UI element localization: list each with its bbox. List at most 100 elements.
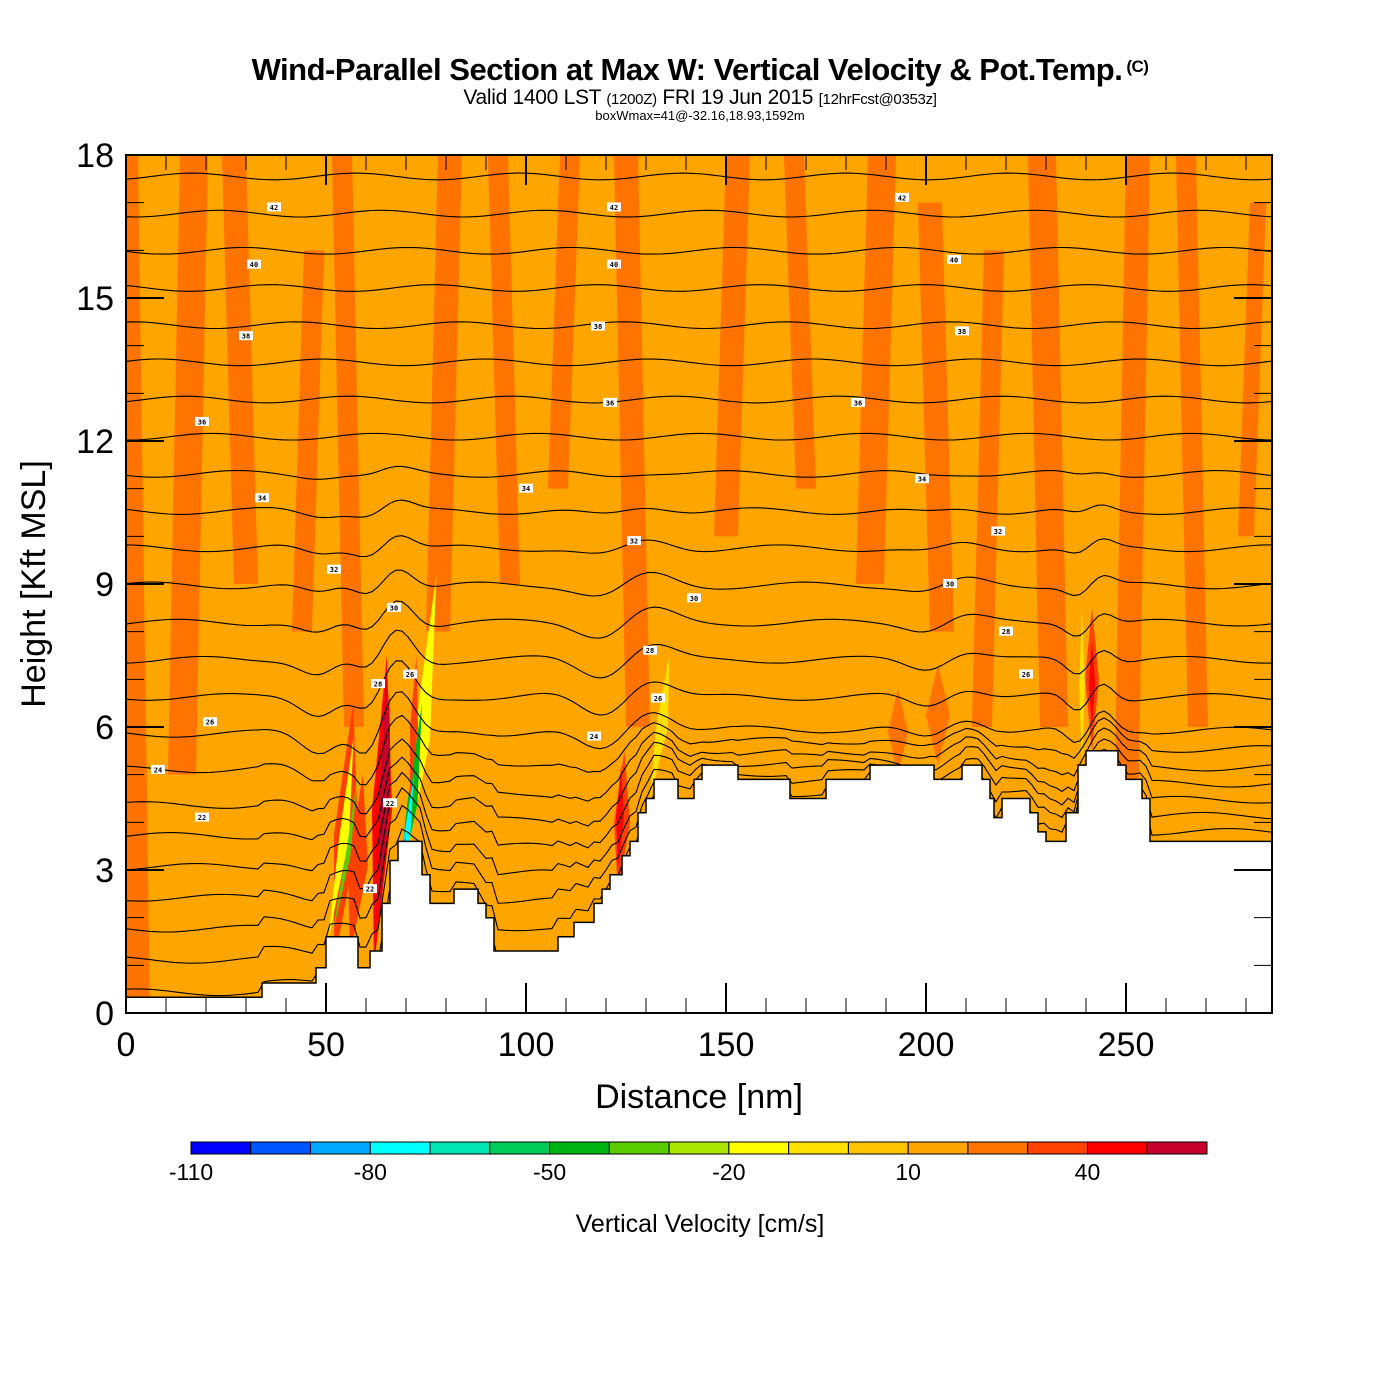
ascent-streak [1114,155,1150,823]
contour-label-text: 30 [390,604,398,612]
colorbar-segment [907,1141,969,1155]
contour-label: 22 [363,884,377,894]
colorbar-tick-label: 40 [1075,1159,1101,1185]
contour-label: 40 [247,259,261,269]
contour-label: 22 [383,798,397,808]
contour-label-bg [915,474,929,484]
ascent-streak [548,155,580,489]
contour-label-text: 38 [242,333,250,341]
contour-label-bg [255,493,269,503]
ascent-streak [292,250,324,632]
contour-label: 22 [195,812,209,822]
contour-label: 42 [895,192,909,202]
isentrope-33 [126,535,1272,558]
ascent-streak [488,155,520,584]
colorbar-segment [967,1141,1029,1155]
contour-label-text: 24 [590,733,598,741]
contour-label-text: 40 [610,261,618,269]
y-tick-label: 9 [95,566,114,604]
contour-label: 30 [387,602,401,612]
contour-label-bg [603,397,617,407]
contour-label: 28 [643,645,657,655]
contour-label: 26 [403,669,417,679]
ascent-streak [918,202,954,632]
contour-label-text: 36 [198,418,206,426]
colorbar-segment [1146,1141,1208,1155]
ascent-streak [1238,202,1266,537]
contour-label-text: 42 [270,204,278,212]
isentrope-41 [126,246,1272,255]
contour-label-bg [651,693,665,703]
y-tick-label: 6 [95,709,114,747]
colorbar-title: Vertical Velocity [cm/s] [576,1210,825,1238]
contour-label-text: 32 [630,538,638,546]
contour-label-text: 34 [258,495,266,503]
contour-label-text: 26 [206,719,214,727]
subtitle-utc: (1200Z) [606,91,657,108]
contour-label-bg [851,397,865,407]
contour-label-text: 28 [1002,628,1010,636]
x-tick-label: 100 [498,1026,555,1064]
isentrope-27 [126,714,1272,786]
y-tick-label: 0 [95,995,114,1033]
ascent-streak [614,155,650,727]
contour-label-text: 32 [330,566,338,574]
colorbar-segment [250,1141,312,1155]
x-tick-label: 200 [898,1026,955,1064]
sink-band [1079,607,1085,766]
isentrope-34 [126,499,1272,519]
chart-title: Wind-Parallel Section at Max W: Vertical… [0,52,1400,88]
contour-label-text: 42 [898,194,906,202]
colorbar-segment [489,1141,551,1155]
ascent-streak [856,155,896,584]
colorbar-segment [847,1141,909,1155]
contour-label-text: 28 [374,681,382,689]
colorbar-tick-label: 10 [895,1159,921,1185]
contour-label-text: 40 [250,261,258,269]
contour-label: 42 [267,202,281,212]
contour-label-bg [607,259,621,269]
colorbar-segment [310,1141,371,1155]
contour-label-text: 38 [594,323,602,331]
contour-label-bg [403,669,417,679]
isentrope-31 [126,600,1272,639]
colorbar-tick-label: -110 [169,1159,213,1185]
contour-label-text: 22 [386,800,394,808]
colorbar-segment [728,1141,790,1155]
contour-label-bg [371,679,385,689]
isentrope-28 [126,691,1272,755]
contour-label-text: 36 [606,399,614,407]
colorbar-segment [608,1141,670,1155]
contour-label-bg [607,202,621,212]
contour-label-bg [587,731,601,741]
contour-label: 36 [851,397,865,407]
contour-label-text: 34 [918,476,926,484]
contour-label-bg [627,536,641,546]
contour-label-bg [643,645,657,655]
contour-label-bg [955,326,969,336]
downdraft-band [328,736,354,942]
colorbar-segment [429,1141,491,1155]
isentrope-35 [126,465,1272,480]
contour-labels: 42 42 42 40 40 40 38 38 38 36 36 36 34 34 34 32 32 32 30 30… [151,192,1033,894]
contour-label-bg [947,254,961,264]
title-text: Wind-Parallel Section at Max W: Vertical… [251,52,1123,87]
isentrope-36 [126,432,1272,441]
contour-label: 30 [943,579,957,589]
copyright-mark: (C) [1126,57,1149,76]
updraft-band [410,655,418,799]
contour-label: 34 [915,474,929,484]
contour-label-bg [195,416,209,426]
contour-label: 26 [203,717,217,727]
chart-subtitle: Valid 1400 LST (1200Z) FRI 19 Jun 2015 [… [0,86,1400,110]
isentrope-26 [126,727,1272,815]
contour-label: 38 [591,321,605,331]
contour-label: 36 [195,416,209,426]
contour-label-bg [327,564,341,574]
contour-label-bg [267,202,281,212]
ascent-streak [972,250,1004,728]
colorbar-segment [549,1141,610,1155]
contour-label: 24 [587,731,601,741]
contour-label: 42 [607,202,621,212]
